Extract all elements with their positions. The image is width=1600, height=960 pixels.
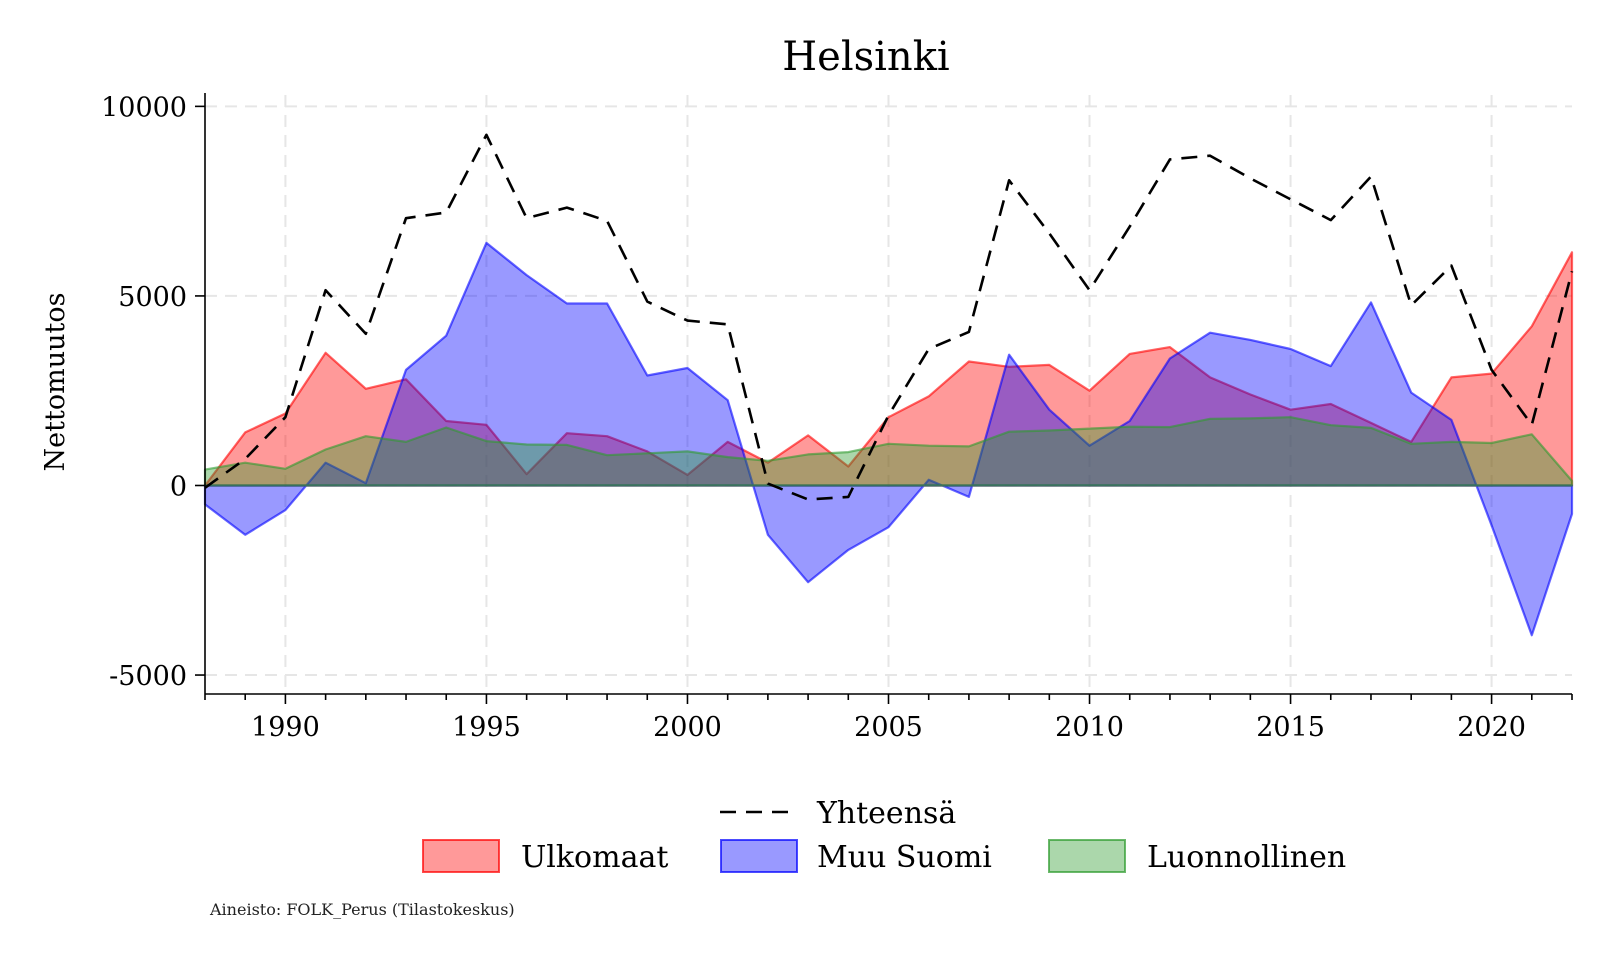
x-tick-label: 2015 bbox=[1256, 712, 1325, 743]
source-note: Aineisto: FOLK_Perus (Tilastokeskus) bbox=[209, 900, 515, 919]
x-tick-label: 2010 bbox=[1055, 712, 1124, 743]
legend-label-muu-suomi: Muu Suomi bbox=[817, 840, 992, 875]
area-series bbox=[203, 241, 1574, 637]
x-tick-label: 1990 bbox=[251, 712, 320, 743]
legend-swatch-luonnollinen bbox=[1048, 839, 1126, 873]
legend-swatch-muu-suomi bbox=[720, 839, 798, 873]
y-tick-label: 0 bbox=[170, 471, 187, 502]
x-tick-label: 2000 bbox=[653, 712, 722, 743]
series-area-ulkomaat bbox=[203, 251, 1574, 487]
y-tick-label: 5000 bbox=[118, 282, 187, 313]
legend-swatch-ulkomaat bbox=[422, 839, 500, 873]
series-line-yhteensa bbox=[204, 133, 1574, 501]
line-series bbox=[204, 133, 1574, 501]
y-axis-label: Nettomuutos bbox=[40, 293, 71, 472]
legend-label-luonnollinen: Luonnollinen bbox=[1147, 840, 1346, 875]
series-area-luonnollinen bbox=[203, 416, 1574, 487]
series-area-muu-suomi bbox=[203, 241, 1574, 637]
x-tick-label: 2020 bbox=[1457, 712, 1526, 743]
y-tick-label: -5000 bbox=[109, 661, 187, 692]
axes: -5000 0 5000 10000 1990 1995 2000 2005 2010 2015 2… bbox=[101, 92, 1573, 743]
x-tick-label: 2005 bbox=[854, 712, 923, 743]
chart-title: Helsinki bbox=[782, 34, 949, 80]
y-tick-label: 10000 bbox=[101, 92, 187, 123]
legend-label-yhteensa: Yhteensä bbox=[816, 796, 956, 831]
legend-label-ulkomaat: Ulkomaat bbox=[521, 840, 668, 875]
x-tick-label: 1995 bbox=[452, 712, 521, 743]
legend: Yhteensä Ulkomaat Muu Suomi Luonnollinen bbox=[422, 796, 1346, 875]
